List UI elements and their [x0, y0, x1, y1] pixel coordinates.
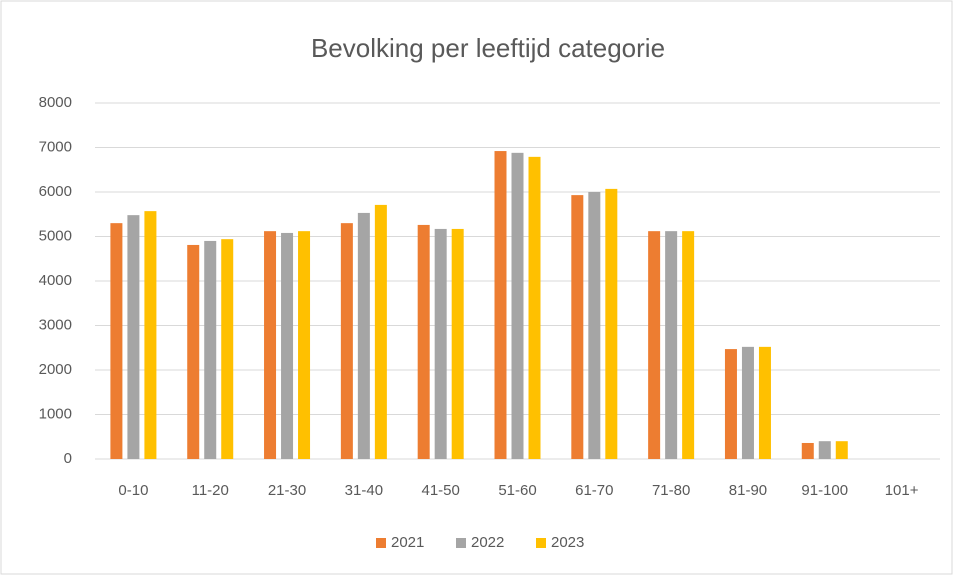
bar — [144, 211, 157, 459]
bar — [528, 156, 541, 459]
bar — [127, 215, 140, 459]
y-tick-label: 0 — [64, 450, 72, 467]
legend-label: 2022 — [471, 534, 504, 551]
bar — [357, 212, 370, 459]
chart-title: Bevolking per leeftijd categorie — [311, 33, 665, 63]
bar — [758, 346, 771, 459]
y-tick-label: 6000 — [39, 183, 72, 200]
x-tick-label: 0-10 — [118, 482, 148, 499]
y-tick-label: 5000 — [39, 227, 72, 244]
bar — [801, 442, 814, 459]
bar — [434, 228, 447, 459]
y-tick-label: 3000 — [39, 316, 72, 333]
x-tick-label: 81-90 — [729, 482, 767, 499]
bar — [682, 231, 695, 459]
x-tick-label: 61-70 — [575, 482, 613, 499]
legend-label: 2021 — [391, 534, 424, 551]
bar — [417, 224, 430, 459]
bar — [494, 151, 507, 459]
y-tick-label: 7000 — [39, 138, 72, 155]
bar — [264, 231, 277, 459]
y-tick-label: 8000 — [39, 94, 72, 111]
bar — [665, 231, 678, 459]
bar — [741, 346, 754, 459]
bar — [374, 204, 387, 459]
x-tick-label: 41-50 — [421, 482, 459, 499]
bar — [298, 231, 311, 459]
bar — [204, 240, 217, 459]
bar — [835, 441, 848, 459]
bar — [605, 188, 618, 459]
x-tick-label: 21-30 — [268, 482, 306, 499]
x-tick-label: 101+ — [885, 482, 919, 499]
bar — [221, 239, 234, 459]
x-tick-label: 11-20 — [192, 482, 229, 499]
bar — [511, 152, 524, 459]
bar — [818, 441, 831, 459]
x-tick-label: 71-80 — [652, 482, 690, 499]
bar — [571, 195, 584, 460]
legend-label: 2023 — [551, 534, 584, 551]
bar — [648, 231, 661, 459]
bar — [451, 228, 464, 459]
bar — [340, 223, 353, 459]
legend-swatch — [536, 538, 546, 548]
x-tick-label: 91-100 — [801, 482, 848, 499]
x-tick-label: 31-40 — [345, 482, 383, 499]
y-tick-label: 1000 — [39, 405, 72, 422]
legend-swatch — [456, 538, 466, 548]
bar — [110, 223, 123, 459]
x-tick-label: 51-60 — [498, 482, 536, 499]
bar — [281, 232, 294, 459]
y-tick-label: 2000 — [39, 361, 72, 378]
bar — [724, 349, 737, 459]
bar — [187, 244, 200, 459]
legend-swatch — [376, 538, 386, 548]
bar — [588, 192, 601, 459]
y-tick-label: 4000 — [39, 272, 72, 289]
